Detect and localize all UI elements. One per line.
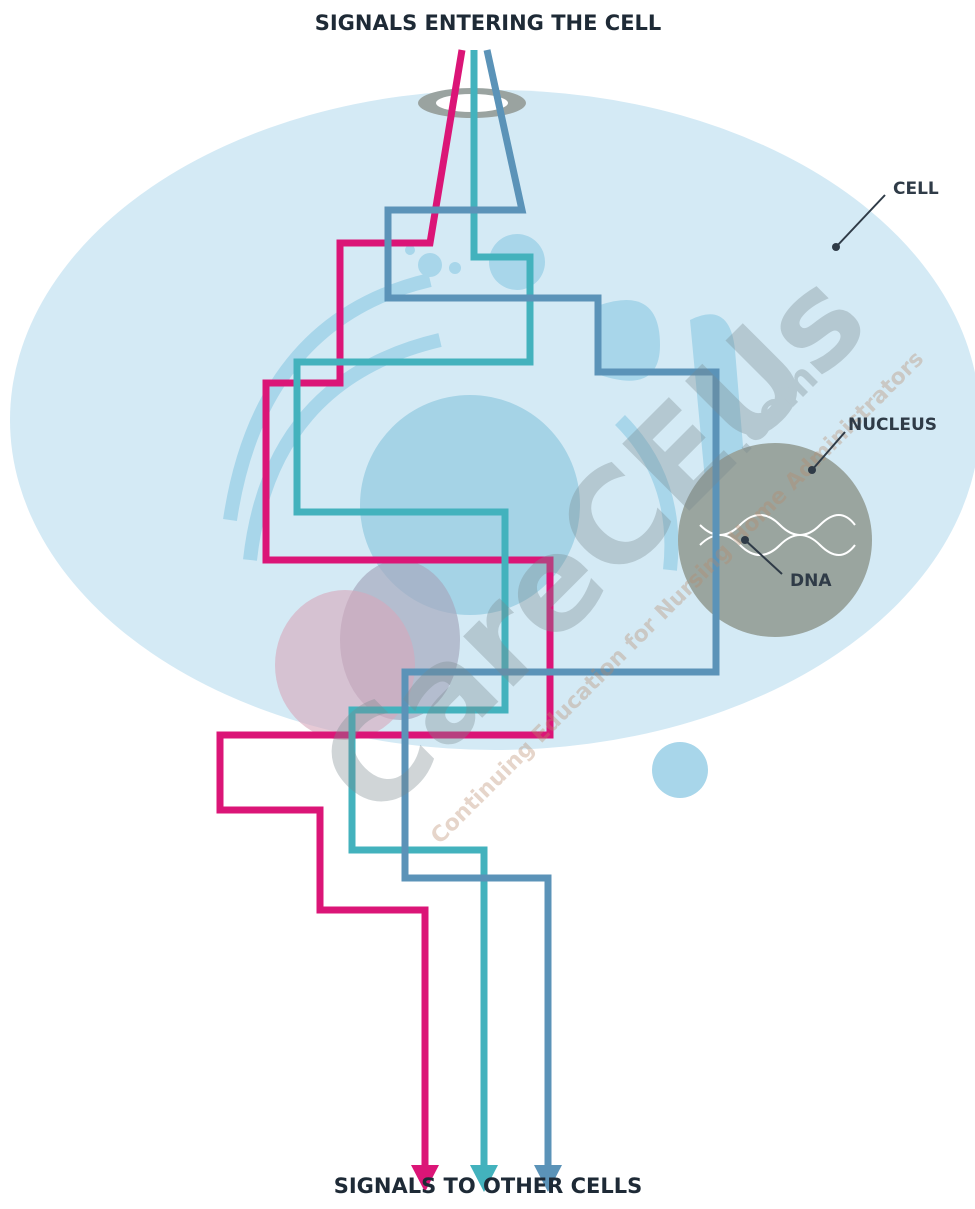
arrow-pink	[411, 1165, 439, 1192]
arrow-teal	[470, 1165, 498, 1192]
nucleus-label: NUCLEUS	[848, 415, 937, 435]
cell-leader	[835, 194, 886, 248]
dna-icon	[699, 514, 856, 556]
cell-label: CELL	[893, 179, 939, 199]
nucleus	[678, 443, 872, 637]
dna-label: DNA	[790, 571, 832, 591]
title: SIGNALS ENTERING THE CELL	[315, 11, 662, 35]
dna-leader	[744, 539, 783, 575]
nucleus-leader	[811, 431, 846, 471]
signal-path-teal	[293, 50, 534, 1170]
cell-dot	[832, 243, 840, 251]
nucleus-dot	[808, 466, 816, 474]
signal-path-blue	[384, 49, 720, 1170]
dna-dot	[741, 536, 749, 544]
signal-paths	[216, 49, 720, 1170]
footer: SIGNALS TO OTHER CELLS	[334, 1174, 643, 1198]
arrow-blue	[534, 1165, 562, 1192]
signal-path-pink	[216, 49, 554, 1170]
